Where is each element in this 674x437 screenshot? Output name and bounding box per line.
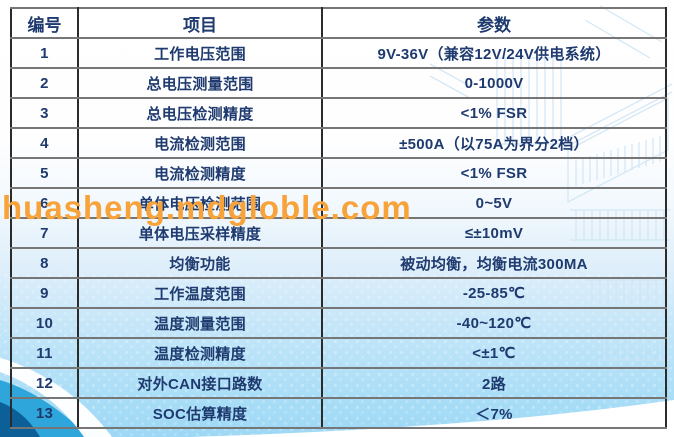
table-row: 4 电流检测范围 ±500A（以75A为界分2档） xyxy=(10,127,667,159)
table-row: 7 单体电压采样精度 ≤±10mV xyxy=(10,217,667,249)
cell-number: 6 xyxy=(10,187,79,219)
table-row: 2 总电压测量范围 0-1000V xyxy=(10,67,667,99)
cell-parameter: ±500A（以75A为界分2档） xyxy=(321,127,667,159)
cell-number: 8 xyxy=(10,247,79,279)
table-row: 6 单体电压检测范围 0~5V xyxy=(10,187,667,219)
cell-item: 均衡功能 xyxy=(77,247,323,279)
table-row: 11 温度检测精度 <±1℃ xyxy=(10,337,667,369)
cell-item: 电流检测范围 xyxy=(77,127,323,159)
cell-number: 10 xyxy=(10,307,79,339)
cell-number: 3 xyxy=(10,97,79,129)
cell-number: 12 xyxy=(10,367,79,399)
cell-parameter: <1% FSR xyxy=(321,97,667,129)
col-header-item: 项目 xyxy=(77,7,323,39)
cell-parameter: 9V-36V（兼容12V/24V供电系统） xyxy=(321,37,667,69)
cell-parameter: 0~5V xyxy=(321,187,667,219)
cell-parameter: 2路 xyxy=(321,367,667,399)
table-row: 13 SOC估算精度 ＜7% xyxy=(10,397,667,429)
table-row: 12 对外CAN接口路数 2路 xyxy=(10,367,667,399)
cell-parameter: -25-85℃ xyxy=(321,277,667,309)
cell-item: 工作电压范围 xyxy=(77,37,323,69)
cell-item: 工作温度范围 xyxy=(77,277,323,309)
cell-parameter: <±1℃ xyxy=(321,337,667,369)
cell-number: 5 xyxy=(10,157,79,189)
cell-item: 单体电压采样精度 xyxy=(77,217,323,249)
cell-number: 7 xyxy=(10,217,79,249)
cell-item: 对外CAN接口路数 xyxy=(77,367,323,399)
cell-item: 总电压检测精度 xyxy=(77,97,323,129)
table-row: 8 均衡功能 被动均衡，均衡电流300MA xyxy=(10,247,667,279)
table-row: 10 温度测量范围 -40~120℃ xyxy=(10,307,667,339)
cell-number: 4 xyxy=(10,127,79,159)
cell-item: SOC估算精度 xyxy=(77,397,323,429)
cell-item: 温度测量范围 xyxy=(77,307,323,339)
col-header-parameter: 参数 xyxy=(321,7,667,39)
cell-number: 2 xyxy=(10,67,79,99)
spec-table: 编号 项目 参数 1 工作电压范围 9V-36V（兼容12V/24V供电系统） … xyxy=(10,7,667,429)
cell-item: 电流检测精度 xyxy=(77,157,323,189)
table-row: 9 工作温度范围 -25-85℃ xyxy=(10,277,667,309)
table-row: 5 电流检测精度 <1% FSR xyxy=(10,157,667,189)
cell-parameter: -40~120℃ xyxy=(321,307,667,339)
cell-number: 9 xyxy=(10,277,79,309)
cell-item: 温度检测精度 xyxy=(77,337,323,369)
col-header-number: 编号 xyxy=(10,7,79,39)
table-header-row: 编号 项目 参数 xyxy=(10,7,667,39)
cell-number: 13 xyxy=(10,397,79,429)
watermark: huasheng.mdgloble.com xyxy=(2,189,412,226)
cell-parameter: ＜7% xyxy=(321,397,667,429)
cell-number: 1 xyxy=(10,37,79,69)
cell-item: 总电压测量范围 xyxy=(77,67,323,99)
cell-item: 单体电压检测范围 xyxy=(77,187,323,219)
cell-parameter: ≤±10mV xyxy=(321,217,667,249)
table-row: 3 总电压检测精度 <1% FSR xyxy=(10,97,667,129)
cell-parameter: 0-1000V xyxy=(321,67,667,99)
cell-number: 11 xyxy=(10,337,79,369)
cell-parameter: 被动均衡，均衡电流300MA xyxy=(321,247,667,279)
cell-parameter: <1% FSR xyxy=(321,157,667,189)
table-row: 1 工作电压范围 9V-36V（兼容12V/24V供电系统） xyxy=(10,37,667,69)
